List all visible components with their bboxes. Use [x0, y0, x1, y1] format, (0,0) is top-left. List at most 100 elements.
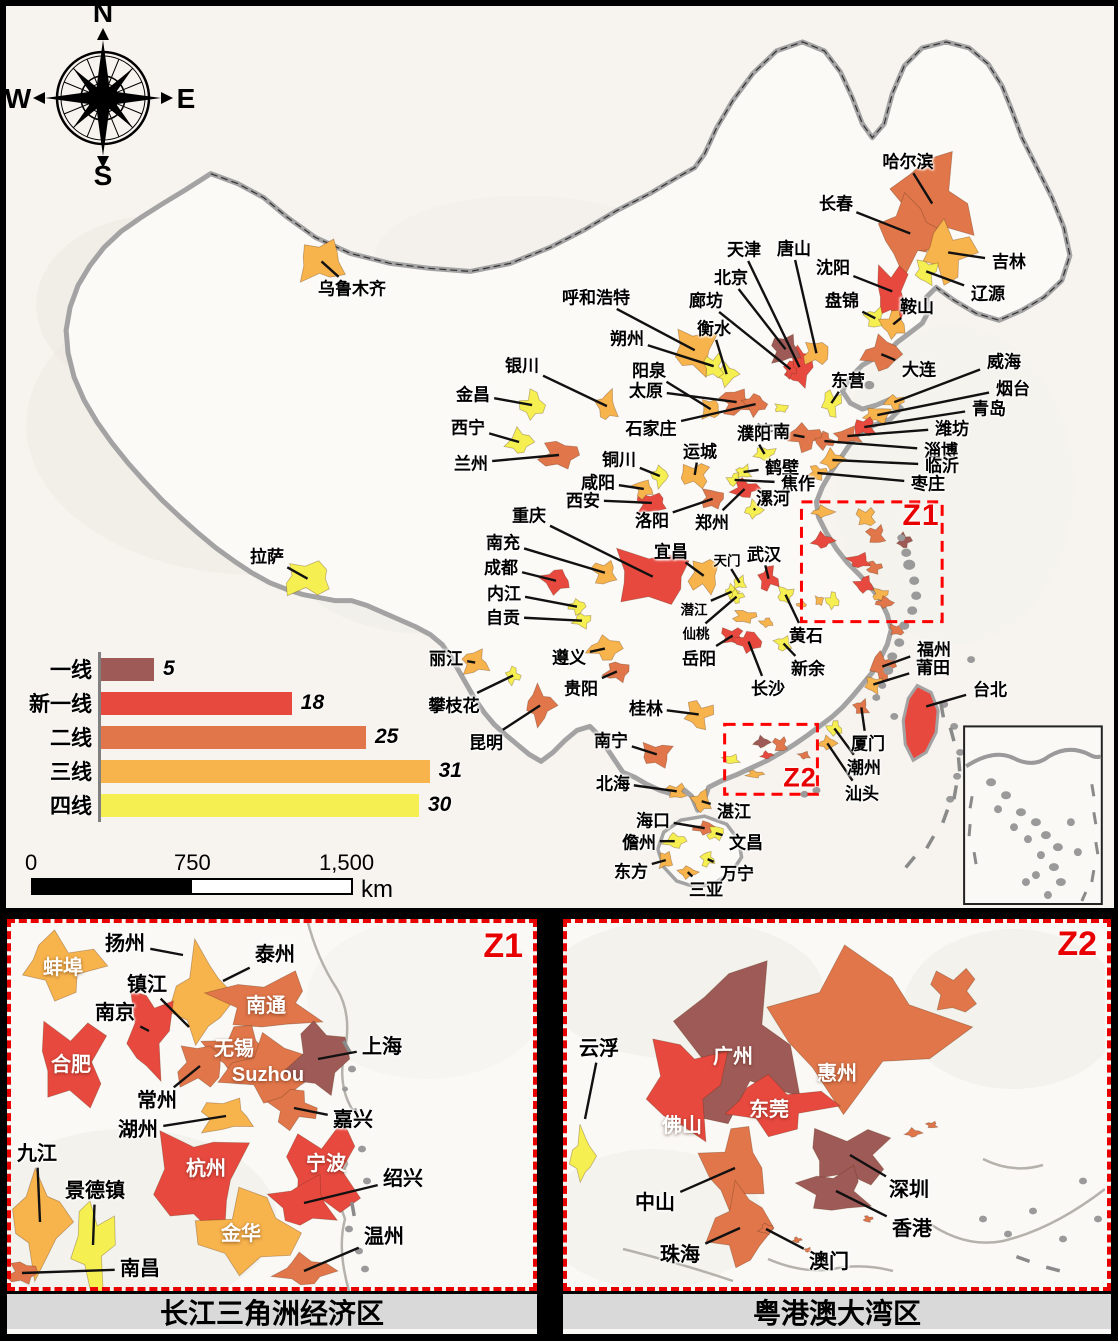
- legend-row-三线: 三线 31: [16, 754, 486, 788]
- region-潍坊: [832, 425, 864, 444]
- leader-line-沈阳: [852, 274, 893, 293]
- leader-line-辽源: [925, 270, 965, 287]
- region-extra: [874, 595, 896, 610]
- leader-line-西宁: [488, 432, 520, 444]
- region-金华: [194, 1186, 303, 1277]
- island-dot: [903, 559, 916, 570]
- region-extra: [851, 575, 875, 594]
- leader-line-南京: [139, 1025, 150, 1033]
- island-dot: [887, 652, 898, 661]
- region-长春: [877, 191, 949, 279]
- leader-line-大连: [880, 353, 896, 362]
- legend-label: 三线: [50, 761, 92, 784]
- region-extra: [771, 735, 789, 752]
- leader-line-济南: [793, 433, 805, 439]
- zoom-box-z2: [723, 722, 819, 796]
- dash-line-mark: [952, 785, 959, 800]
- region-惠州: [766, 944, 974, 1116]
- region-extra: [757, 617, 774, 629]
- leader-line-铜川: [639, 466, 661, 478]
- leader-line-唐山: [793, 259, 818, 354]
- legend-bar-axis: [98, 652, 154, 686]
- region-银川: [593, 387, 619, 421]
- leader-line-深圳: [849, 1153, 887, 1178]
- z1-coastline: [305, 919, 354, 1291]
- z2-coastline: [622, 1157, 1105, 1283]
- dash-line-mark: [939, 703, 946, 718]
- island-dot: [907, 606, 918, 615]
- region-运城: [680, 463, 711, 490]
- region-文昌: [706, 826, 724, 842]
- scale-bar-graphic: [31, 878, 353, 895]
- inset-panel-z1: 扬州 泰州 镇江 蚌埠 南京 合肥 南通 无锡 Suzhou 上海 常州 湖州 嘉兴 九江 景德镇 杭州 宁波绍…: [4, 916, 540, 1337]
- region-丽江: [461, 648, 491, 675]
- leader-line-九江: [36, 1167, 42, 1223]
- region-蚌埠: [21, 929, 109, 1002]
- leader-line-香港: [835, 1189, 888, 1218]
- island-dot: [956, 748, 965, 756]
- region-西宁: [503, 425, 536, 454]
- legend-bar: [101, 725, 366, 749]
- legend-bar: [101, 793, 419, 817]
- z1-caption: 长江三角洲经济区: [7, 1291, 537, 1329]
- leader-line-攀枝花: [476, 674, 514, 694]
- z1-tag: Z1: [483, 927, 523, 965]
- island-dot: [872, 694, 881, 701]
- island-dot: [358, 1145, 366, 1153]
- region-extra: [903, 1126, 925, 1138]
- region-湖州: [200, 1097, 255, 1134]
- region-郑州: [728, 477, 762, 498]
- legend-bar-axis: [98, 788, 419, 822]
- compass-south-label: S: [94, 160, 113, 186]
- leader-line-丽江: [467, 660, 476, 664]
- legend-row-二线: 二线 25: [16, 720, 486, 754]
- leader-line-东方: [651, 858, 667, 866]
- island-dot: [901, 548, 912, 558]
- leader-line-哈尔滨: [912, 172, 934, 205]
- leader-line-昆明: [502, 704, 541, 731]
- leader-line-常州: [173, 1065, 201, 1089]
- leader-line-石家庄: [680, 402, 756, 423]
- leader-line-上海: [317, 1050, 357, 1061]
- leader-line-运城: [693, 462, 698, 476]
- inset-panel-z2: 云浮 广州 惠州 东莞 佛山 深圳 香港 中山 珠海 澳门 Z2 粤港澳大湾区: [560, 916, 1114, 1337]
- leader-line-吉林: [947, 251, 986, 260]
- region-莆田: [864, 676, 884, 696]
- leader-line-拉萨: [286, 566, 309, 580]
- leader-line-长春: [855, 211, 911, 235]
- leader-line-文昌: [715, 832, 723, 837]
- region-万宁: [699, 851, 716, 868]
- region-extra: [568, 1124, 598, 1184]
- scale-tick-750: 750: [174, 850, 211, 875]
- leader-line-金昌: [493, 396, 533, 407]
- legend-row-四线: 四线 30: [16, 788, 486, 822]
- leader-line-岳阳: [715, 634, 734, 648]
- region-鞍山: [877, 309, 906, 341]
- leader-line-长沙: [747, 641, 764, 677]
- leader-line-枣庄: [817, 471, 905, 483]
- leader-line-澳门: [765, 1227, 805, 1250]
- region-嘉兴: [266, 1088, 318, 1132]
- compass-north-label: N: [93, 6, 113, 28]
- region-extra: [930, 967, 978, 1013]
- region-昆明: [526, 681, 559, 729]
- leader-line-潮州: [833, 727, 855, 756]
- region-extra: [731, 610, 758, 624]
- leader-line-桂林: [666, 709, 699, 716]
- leader-line-厦门: [860, 707, 866, 731]
- leader-line-天津: [747, 260, 801, 368]
- island-dot: [864, 380, 875, 390]
- south-china-sea-inset: [963, 725, 1103, 906]
- leader-line-扬州: [150, 947, 184, 957]
- leader-line-仙桃: [704, 595, 738, 625]
- leader-line-咸阳: [618, 484, 644, 491]
- legend-row-新一线: 新一线 18: [16, 686, 486, 720]
- leader-line-洛阳: [672, 497, 714, 514]
- leader-line-镇江: [159, 997, 190, 1028]
- island-dot: [1094, 1215, 1102, 1223]
- dash-line-mark: [925, 835, 936, 850]
- island-dot: [1029, 1207, 1037, 1215]
- dash-line-mark: [1015, 1254, 1031, 1264]
- leader-line-潍坊: [847, 428, 929, 438]
- leader-line-台北: [925, 693, 967, 708]
